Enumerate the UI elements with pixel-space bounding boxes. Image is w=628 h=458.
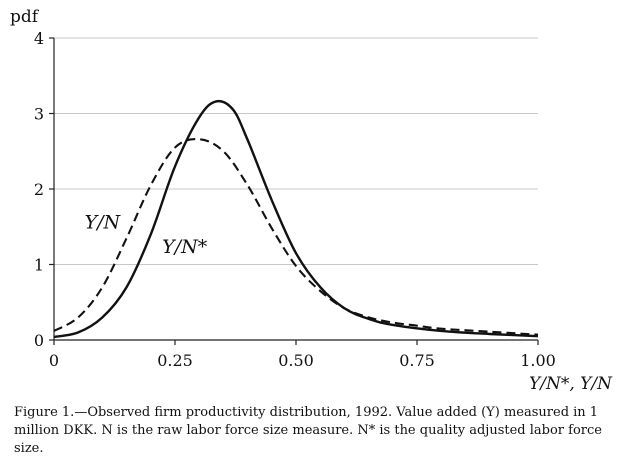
x-tick-label-3: 0.75 bbox=[399, 351, 435, 370]
x-axis-label: Y/N*, Y/N bbox=[529, 374, 613, 394]
ticks: 0 1 2 3 4 0 0.25 0.50 0.75 1.00 bbox=[34, 29, 556, 370]
y-tick-label-1: 1 bbox=[34, 256, 44, 275]
x-tick-label-2: 0.50 bbox=[278, 351, 314, 370]
figure-caption: Figure 1.—Observed firm productivity dis… bbox=[14, 405, 602, 456]
series-line-0 bbox=[53, 137, 539, 336]
x-tick-label-1: 0.25 bbox=[157, 351, 193, 370]
y-tick-label-2: 2 bbox=[34, 180, 44, 199]
y-tick-label-4: 4 bbox=[34, 29, 44, 48]
series-annotation-1: Y/N* bbox=[162, 236, 208, 258]
x-tick-label-4: 1.00 bbox=[520, 351, 556, 370]
series-line-1 bbox=[53, 99, 539, 339]
y-tick-label-0: 0 bbox=[34, 331, 44, 350]
grid-lines bbox=[54, 37, 538, 265]
series-annotation-0: Y/N bbox=[85, 211, 122, 233]
y-axis-label: pdf bbox=[10, 7, 40, 27]
series-annotations: Y/N Y/N* bbox=[85, 211, 208, 258]
series-lines bbox=[53, 99, 539, 339]
x-tick-label-0: 0 bbox=[49, 351, 59, 370]
productivity-chart: 0 1 2 3 4 0 0.25 0.50 0.75 1.00 pdf Y/N*, Y/N Y/N… bbox=[10, 7, 613, 394]
y-tick-label-3: 3 bbox=[34, 105, 44, 124]
